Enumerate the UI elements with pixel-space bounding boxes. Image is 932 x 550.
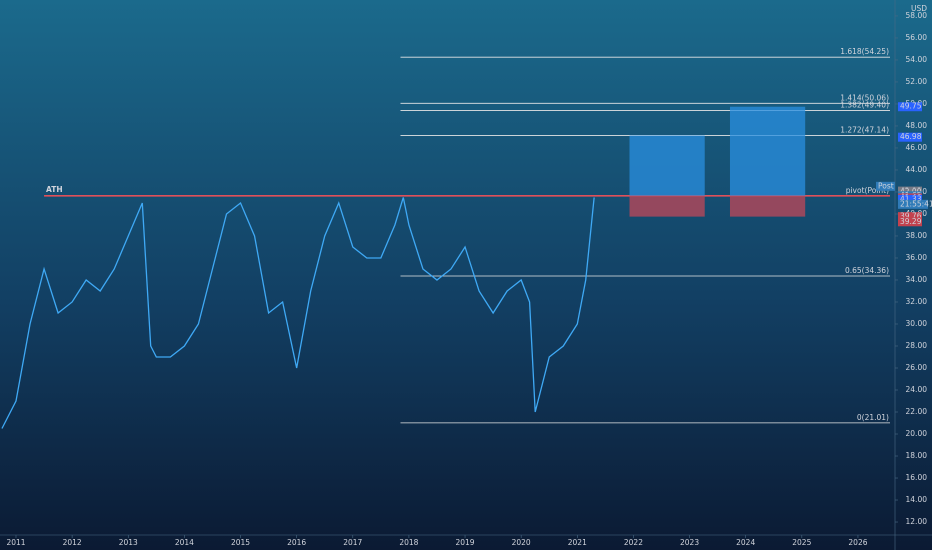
x-tick-label: 2023	[680, 538, 699, 547]
y-tick-label: 58.00	[906, 11, 928, 20]
x-tick-label: 2025	[792, 538, 811, 547]
y-tick-label: 28.00	[906, 341, 928, 350]
fib-label: 1.618(54.25)	[840, 47, 889, 56]
x-tick-label: 2022	[624, 538, 643, 547]
price-tag	[898, 132, 922, 142]
price-line	[1, 197, 595, 429]
y-tick-label: 36.00	[906, 253, 928, 262]
x-tick-label: 2014	[175, 538, 194, 547]
fib-label: 1.382(49.40)	[840, 101, 889, 110]
target-zone	[729, 106, 806, 196]
fib-label: 1.272(47.14)	[840, 125, 889, 134]
price-tag	[898, 102, 922, 112]
y-tick-label: 32.00	[906, 297, 928, 306]
stop-zone	[729, 195, 806, 217]
x-tick-label: 2020	[512, 538, 531, 547]
y-tick-label: 48.00	[906, 121, 928, 130]
session-label: Post	[878, 181, 894, 190]
price-tag	[898, 217, 922, 227]
x-tick-label: 2013	[119, 538, 138, 547]
y-tick-label: 34.00	[906, 275, 928, 284]
y-tick-label: 54.00	[906, 55, 928, 64]
y-tick-label: 56.00	[906, 33, 928, 42]
y-tick-label: 22.00	[906, 407, 928, 416]
x-tick-label: 2019	[455, 538, 474, 547]
ath-label: ATH	[46, 185, 63, 194]
y-tick-label: 38.00	[906, 231, 928, 240]
y-tick-label: 14.00	[906, 495, 928, 504]
y-tick-label: 24.00	[906, 385, 928, 394]
y-tick-label: 18.00	[906, 451, 928, 460]
y-tick-label: 30.00	[906, 319, 928, 328]
y-tick-label: 12.00	[906, 517, 928, 526]
price-tag-label: 41.33	[900, 194, 922, 203]
stop-zone	[629, 195, 705, 217]
x-tick-label: 2026	[848, 538, 867, 547]
price-tag-label: 49.75	[900, 102, 922, 111]
countdown-tag	[898, 199, 928, 209]
price-tag	[898, 194, 922, 204]
price-tag-label: 39.29	[900, 217, 922, 226]
x-tick-label: 2016	[287, 538, 306, 547]
x-tick-label: 2011	[6, 538, 25, 547]
x-tick-label: 2017	[343, 538, 362, 547]
x-tick-label: 2018	[399, 538, 418, 547]
x-tick-label: 2024	[736, 538, 755, 547]
y-tick-label: 26.00	[906, 363, 928, 372]
fib-label: 1.414(50.06)	[840, 93, 889, 102]
fib-label: 0(21.01)	[857, 413, 889, 422]
x-tick-label: 2012	[63, 538, 82, 547]
price-tag-label: 39.76	[900, 212, 922, 221]
price-tag	[898, 212, 922, 222]
session-tag	[876, 181, 895, 191]
x-tick-label: 2015	[231, 538, 250, 547]
currency-label: USD	[911, 4, 927, 13]
x-tick-label: 2021	[568, 538, 587, 547]
fib-label: pivot(Point)	[846, 186, 889, 195]
y-tick-label: 46.00	[906, 143, 928, 152]
y-tick-label: 52.00	[906, 77, 928, 86]
y-tick-label: 20.00	[906, 429, 928, 438]
y-tick-label: 16.00	[906, 473, 928, 482]
y-tick-label: 44.00	[906, 165, 928, 174]
target-zone	[629, 135, 705, 196]
fib-label: 0.65(34.36)	[845, 266, 889, 275]
price-tag-label: 46.98	[900, 132, 922, 141]
countdown-label: 21:55:41	[900, 199, 932, 208]
